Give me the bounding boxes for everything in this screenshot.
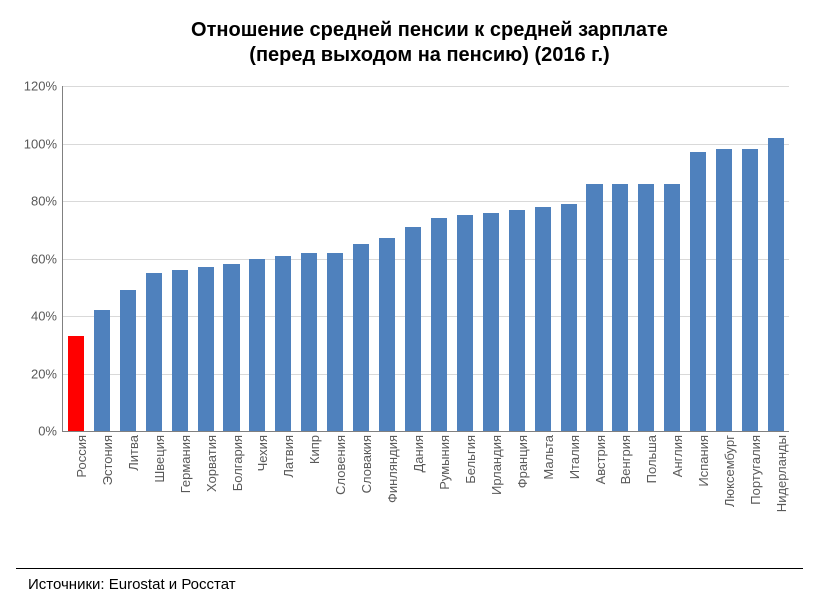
x-axis-label: Германия: [174, 431, 193, 493]
y-axis-label: 40%: [31, 309, 63, 324]
bar: [249, 259, 265, 432]
x-axis-label: Россия: [70, 431, 89, 478]
bar: [664, 184, 680, 431]
x-axis-label: Словения: [329, 431, 348, 495]
bar: [301, 253, 317, 431]
y-axis-label: 60%: [31, 251, 63, 266]
bar: [742, 149, 758, 431]
bar: [68, 336, 84, 431]
gridline: [63, 144, 789, 145]
bar: [483, 213, 499, 432]
x-axis-label: Франция: [511, 431, 530, 488]
x-axis-label: Словакия: [355, 431, 374, 493]
x-axis-label: Польша: [640, 431, 659, 483]
x-axis-label: Австрия: [589, 431, 608, 484]
x-axis-label: Швеция: [148, 431, 167, 483]
x-axis-label: Англия: [666, 431, 685, 477]
y-axis-label: 0%: [38, 424, 63, 439]
bar: [768, 138, 784, 431]
chart-title-line1: Отношение средней пенсии к средней зарпл…: [191, 19, 668, 41]
bar: [353, 244, 369, 431]
x-axis-label: Ирландия: [485, 431, 504, 495]
plot-area: 0%20%40%60%80%100%120%РоссияЭстонияЛитва…: [62, 86, 789, 432]
bar: [638, 184, 654, 431]
x-axis-label: Латвия: [277, 431, 296, 478]
x-axis-label: Эстония: [96, 431, 115, 485]
x-axis-label: Бельгия: [459, 431, 478, 484]
x-axis-label: Нидерланды: [770, 431, 789, 512]
bar: [223, 264, 239, 431]
bar: [94, 310, 110, 431]
bar: [535, 207, 551, 431]
bar: [612, 184, 628, 431]
x-axis-label: Венгрия: [614, 431, 633, 484]
y-axis-label: 120%: [24, 79, 63, 94]
bar: [405, 227, 421, 431]
x-axis-label: Болгария: [226, 431, 245, 491]
gridline: [63, 86, 789, 87]
x-axis-label: Испания: [692, 431, 711, 487]
pension-ratio-chart: Отношение средней пенсии к средней зарпл…: [0, 0, 819, 615]
bar: [275, 256, 291, 431]
x-axis-label: Хорватия: [200, 431, 219, 492]
bar: [561, 204, 577, 431]
bar: [431, 218, 447, 431]
y-axis-label: 20%: [31, 366, 63, 381]
x-axis-label: Италия: [563, 431, 582, 479]
x-axis-label: Люксембург: [718, 431, 737, 507]
bar: [146, 273, 162, 431]
x-axis-label: Румыния: [433, 431, 452, 490]
y-axis-label: 100%: [24, 136, 63, 151]
chart-title: Отношение средней пенсии к средней зарпл…: [60, 18, 799, 68]
bar: [120, 290, 136, 431]
bar: [509, 210, 525, 431]
bar: [716, 149, 732, 431]
x-axis-label: Литва: [122, 431, 141, 471]
source-divider: [16, 568, 803, 569]
bar: [198, 267, 214, 431]
bar: [457, 215, 473, 431]
x-axis-label: Мальта: [537, 431, 556, 480]
bar: [172, 270, 188, 431]
source-label: Источники: Eurostat и Росстат: [28, 576, 236, 593]
x-axis-label: Финляндия: [381, 431, 400, 503]
bar: [379, 238, 395, 431]
bar: [690, 152, 706, 431]
x-axis-label: Дания: [407, 431, 426, 473]
x-axis-label: Португалия: [744, 431, 763, 505]
y-axis-label: 80%: [31, 194, 63, 209]
x-axis-label: Чехия: [251, 431, 270, 471]
bar: [327, 253, 343, 431]
bar: [586, 184, 602, 431]
x-axis-label: Кипр: [303, 431, 322, 464]
chart-title-line2: (перед выходом на пенсию) (2016 г.): [249, 44, 609, 66]
